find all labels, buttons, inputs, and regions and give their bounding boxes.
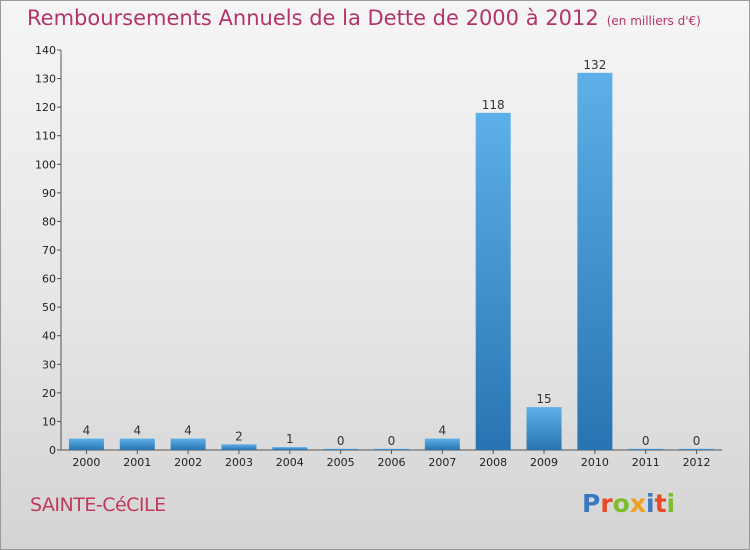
x-tick-label-2001: 2001 <box>123 456 151 469</box>
x-tick-label-2002: 2002 <box>174 456 202 469</box>
data-label-2001: 4 <box>133 424 141 438</box>
y-tick-label: 100 <box>35 158 56 171</box>
y-tick-label: 110 <box>35 130 56 143</box>
y-tick-label: 0 <box>49 444 56 457</box>
logo-letter: i <box>646 489 655 518</box>
y-tick-label: 10 <box>42 415 56 428</box>
data-label-2000: 4 <box>83 424 91 438</box>
bar-2003 <box>221 444 257 450</box>
data-label-2010: 132 <box>583 58 606 72</box>
proxiti-logo: Proxiti <box>582 489 675 518</box>
logo-letter: x <box>629 489 646 518</box>
data-label-2004: 1 <box>286 432 294 446</box>
x-tick-label-2006: 2006 <box>378 456 406 469</box>
x-tick-label-2009: 2009 <box>530 456 558 469</box>
data-label-2005: 0 <box>337 434 345 448</box>
y-tick-label: 20 <box>42 387 56 400</box>
chart-unit: (en milliers d'€) <box>606 14 701 28</box>
x-tick-label-2011: 2011 <box>632 456 660 469</box>
data-label-2002: 4 <box>184 424 192 438</box>
bar-2007 <box>424 438 460 450</box>
bar-2000 <box>68 438 104 450</box>
x-tick-label-2000: 2000 <box>72 456 100 469</box>
data-label-2011: 0 <box>642 434 650 448</box>
data-label-2012: 0 <box>693 434 701 448</box>
chart-title-text: Remboursements Annuels de la Dette de 20… <box>27 6 599 30</box>
bar-2006 <box>374 448 409 450</box>
logo-letter: P <box>582 489 601 518</box>
y-tick-label: 130 <box>35 73 56 86</box>
logo-letter: r <box>600 489 613 518</box>
bar-2011 <box>628 448 664 450</box>
y-tick-label: 70 <box>42 244 56 257</box>
data-label-2008: 118 <box>482 98 505 112</box>
bar-2002 <box>170 438 206 450</box>
data-label-2006: 0 <box>388 434 396 448</box>
data-label-2007: 4 <box>439 424 447 438</box>
x-tick-label-2008: 2008 <box>479 456 507 469</box>
x-tick-label-2007: 2007 <box>428 456 456 469</box>
bar-2008 <box>475 112 511 450</box>
x-tick-label-2012: 2012 <box>683 456 711 469</box>
bar-2001 <box>119 438 155 450</box>
y-tick-label: 140 <box>35 44 56 57</box>
data-label-2003: 2 <box>235 429 243 443</box>
x-tick-label-2004: 2004 <box>276 456 304 469</box>
town-name: SAINTE-CéCILE <box>30 494 166 516</box>
y-tick-label: 60 <box>42 273 56 286</box>
chart-title: Remboursements Annuels de la Dette de 20… <box>27 6 701 30</box>
logo-letter: o <box>612 489 630 518</box>
y-tick-label: 90 <box>42 187 56 200</box>
x-tick-label-2003: 2003 <box>225 456 253 469</box>
x-tick-label-2005: 2005 <box>327 456 355 469</box>
logo-letter: i <box>666 489 676 518</box>
bar-2004 <box>272 447 308 450</box>
y-tick-label: 40 <box>42 330 56 343</box>
y-tick-label: 120 <box>35 101 56 114</box>
bar-2012 <box>679 448 715 450</box>
logo-letter: t <box>654 489 667 518</box>
bar-2005 <box>323 448 359 450</box>
x-tick-label-2010: 2010 <box>581 456 609 469</box>
y-tick-label: 30 <box>42 358 56 371</box>
bar-2010 <box>577 72 613 450</box>
bar-2009 <box>526 407 562 450</box>
y-tick-label: 50 <box>42 301 56 314</box>
data-label-2009: 15 <box>536 392 551 406</box>
y-tick-label: 80 <box>42 215 56 228</box>
